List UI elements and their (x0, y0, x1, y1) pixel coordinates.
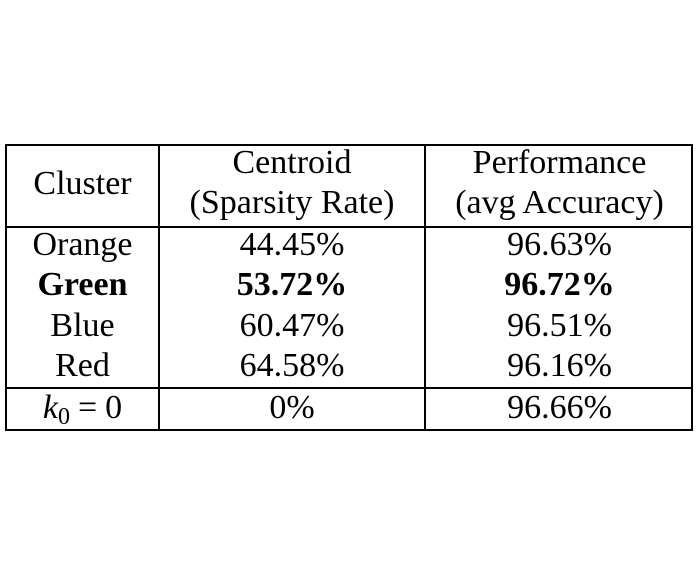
baseline-accuracy: 96.66% (507, 389, 612, 426)
results-table: Cluster Centroid (Sparsity Rate) Perform… (5, 144, 693, 431)
row-red-accuracy: 96.16% (507, 347, 612, 384)
baseline-sparsity: 0% (269, 389, 315, 426)
row-blue-sparsity: 60.47% (239, 307, 345, 344)
row-red-cluster: Red (55, 347, 110, 384)
row-green-accuracy: 96.72% (504, 266, 615, 303)
baseline-sub: 0 (57, 404, 70, 430)
header-centroid-line2: (Sparsity Rate) (189, 184, 395, 221)
header-performance-line2: (avg Accuracy) (455, 184, 664, 221)
column-divider (424, 146, 426, 429)
baseline-var: k (42, 389, 58, 426)
header-cluster: Cluster (33, 165, 132, 202)
header-performance-line1: Performance (472, 144, 647, 181)
row-green-cluster: Green (37, 266, 128, 303)
baseline-op: = (77, 389, 98, 426)
row-green-sparsity: 53.72% (236, 266, 348, 303)
row-red-sparsity: 64.58% (239, 347, 345, 384)
row-orange-accuracy: 96.63% (507, 226, 612, 263)
row-orange-sparsity: 44.45% (239, 226, 345, 263)
header-divider (7, 226, 691, 228)
row-blue-accuracy: 96.51% (507, 307, 612, 344)
header-centroid-line1: Centroid (232, 144, 352, 181)
baseline-divider (7, 387, 691, 389)
baseline-label: k0 = 0 (7, 388, 158, 437)
column-divider (158, 146, 160, 429)
row-orange-cluster: Orange (32, 226, 133, 263)
row-blue-cluster: Blue (50, 307, 115, 344)
baseline-val: 0 (105, 389, 123, 426)
